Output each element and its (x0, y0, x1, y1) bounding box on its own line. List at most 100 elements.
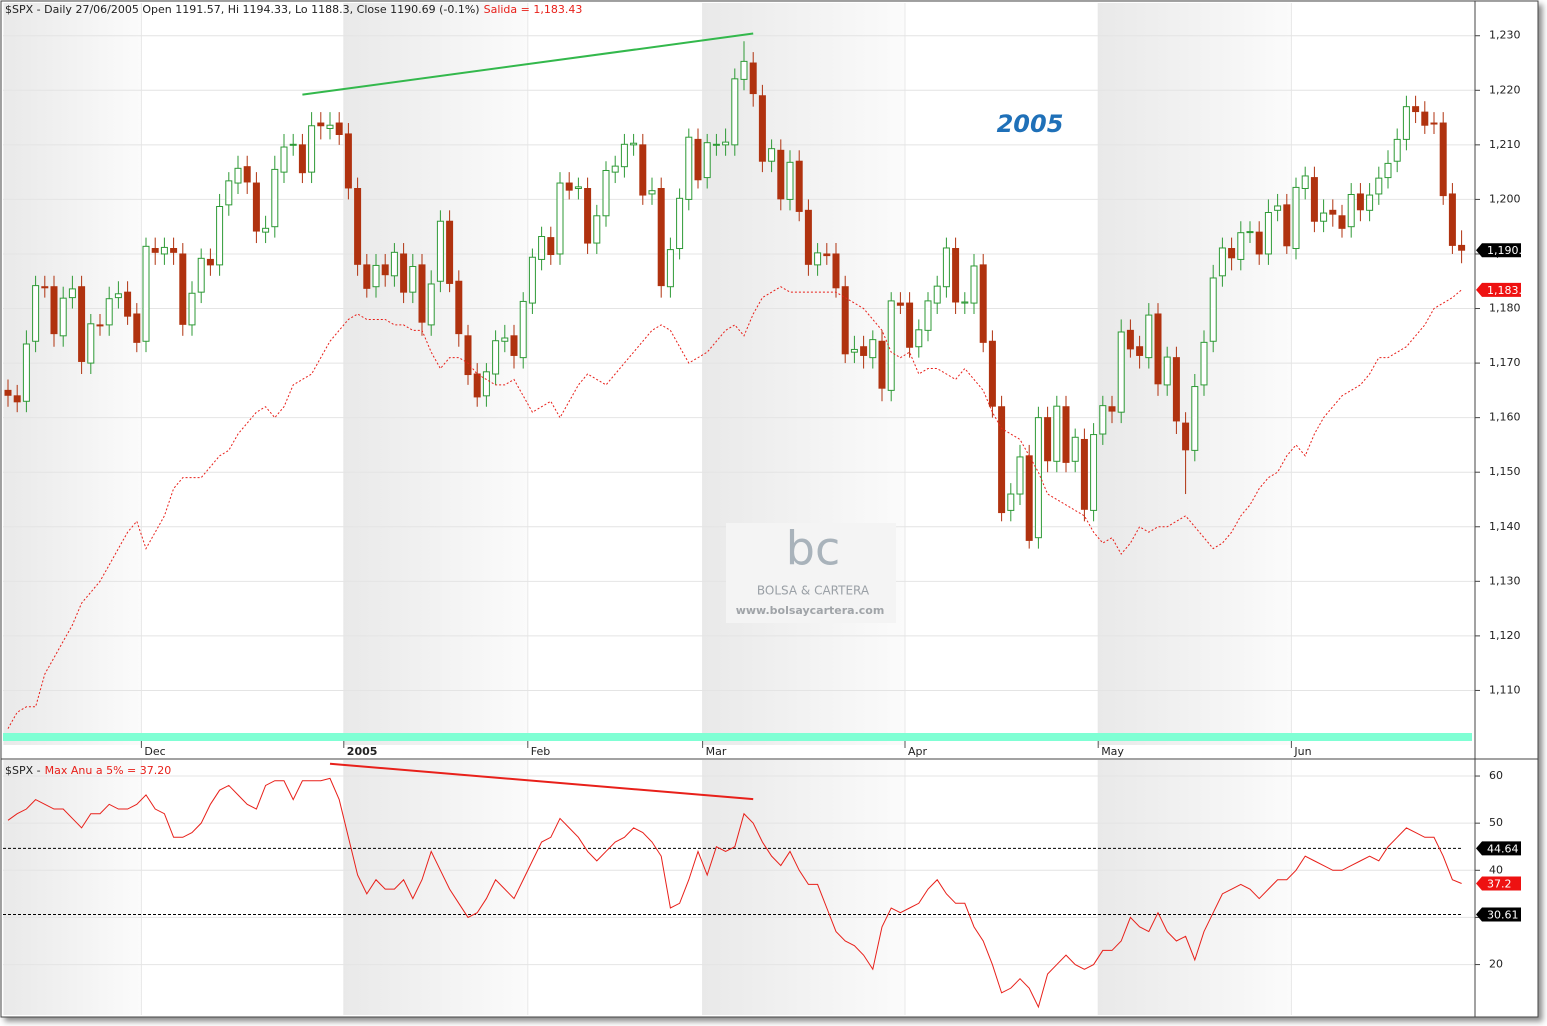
candle-body (657, 188, 665, 287)
candle-body (317, 122, 325, 127)
candle-body (565, 182, 573, 191)
trendline (302, 32, 754, 96)
candle-body (289, 143, 297, 146)
candle-body (712, 143, 720, 146)
candle-body (473, 373, 481, 398)
candle-body (510, 335, 518, 356)
value-tag-label: 44.64 (1487, 842, 1519, 855)
value-tag (1476, 841, 1521, 856)
y-tick-label: 1,150 (1489, 465, 1521, 478)
candle-body (1228, 248, 1236, 259)
candle-body (105, 298, 113, 326)
candle-body (1154, 313, 1162, 385)
candle-body (1264, 212, 1272, 255)
candle-body (298, 144, 306, 174)
candle-body (427, 283, 435, 326)
candle-body (703, 142, 711, 179)
candle-body (860, 346, 868, 356)
candle-body (381, 264, 389, 276)
candle-body (252, 182, 260, 232)
candle-body (1218, 247, 1226, 277)
month-shade (702, 760, 905, 1015)
candle-body (1108, 406, 1116, 412)
candle-body (584, 188, 592, 244)
month-shade (343, 760, 528, 1015)
candle-body (188, 292, 196, 326)
candle-body (68, 288, 76, 299)
candle-body (1338, 215, 1346, 229)
candle-body (78, 286, 86, 362)
candle-body (4, 389, 12, 396)
candle-body (823, 253, 831, 257)
candle-body (1274, 205, 1282, 211)
candle-body (547, 237, 555, 256)
candle-body (1320, 212, 1328, 222)
value-tag-label: 1,183.43 (1487, 284, 1536, 297)
y-tick-label: 1,210 (1489, 138, 1521, 151)
watermark-box (726, 523, 896, 623)
indicator-symbol: $SPX - (5, 764, 41, 777)
candle-body (170, 248, 178, 253)
candle-body (96, 324, 104, 327)
candle-body (390, 251, 398, 277)
candle-body (1200, 341, 1208, 386)
candle-body (1439, 122, 1447, 197)
watermark-url: www.bolsaycartera.com (736, 604, 885, 617)
indicator-title: $SPX - Max Anu a 5% = 37.20 (5, 764, 171, 777)
candle-body (344, 133, 352, 189)
candle-body (685, 136, 693, 200)
candle-body (59, 297, 67, 337)
annotation: 2005 (997, 110, 1064, 138)
candle-body (179, 253, 187, 325)
y-tick-label: 60 (1489, 769, 1503, 782)
candle-body (694, 138, 702, 181)
candle-body (1384, 162, 1392, 179)
candle-body (446, 220, 454, 284)
candle-body (777, 149, 785, 200)
candle-body (722, 141, 730, 146)
overlay-legend: Salida = 1,183.43 (484, 3, 583, 16)
candle-body (492, 340, 500, 375)
candle-body (933, 285, 941, 304)
value-tag (1476, 876, 1521, 891)
y-tick-label: 1,180 (1489, 302, 1521, 315)
x-tick-label: Apr (908, 745, 928, 758)
value-tag (1476, 243, 1521, 258)
candle-body (1016, 456, 1024, 495)
y-tick-label: 1,220 (1489, 83, 1521, 96)
candle-body (915, 329, 923, 348)
candle-body (731, 78, 739, 146)
candle-body (1329, 209, 1337, 215)
y-tick-label: 20 (1489, 958, 1503, 971)
trendline (329, 762, 754, 801)
overlay-line (7, 286, 1462, 729)
x-tick-label: Jun (1293, 745, 1311, 758)
candle-body (1292, 186, 1300, 250)
candle-body (878, 340, 886, 389)
candle-body (749, 62, 757, 95)
candle-body (1375, 177, 1383, 195)
candle-body (372, 264, 380, 288)
candle-body (639, 144, 647, 196)
candle-body (970, 265, 978, 304)
candle-body (1412, 106, 1420, 113)
candle-body (979, 264, 987, 343)
candle-body (1209, 277, 1217, 342)
candle-body (335, 122, 343, 135)
candle-body (1163, 356, 1171, 386)
candle-body (464, 335, 472, 376)
title: $SPX - Daily 27/06/2005 Open 1191.57, Hi… (5, 3, 480, 16)
candle-body (50, 286, 58, 335)
candle-body (998, 406, 1006, 514)
candle-body (593, 215, 601, 244)
candle-body (262, 227, 270, 233)
candle-body (869, 339, 877, 359)
candle-body (795, 160, 803, 212)
candle-body (133, 313, 141, 343)
watermark-logo: bc (786, 522, 841, 576)
candle-body (906, 302, 914, 348)
candle-body (841, 286, 849, 355)
candle-body (1080, 438, 1088, 510)
candle-body (814, 252, 822, 266)
x-tick-label: 2005 (347, 745, 378, 758)
